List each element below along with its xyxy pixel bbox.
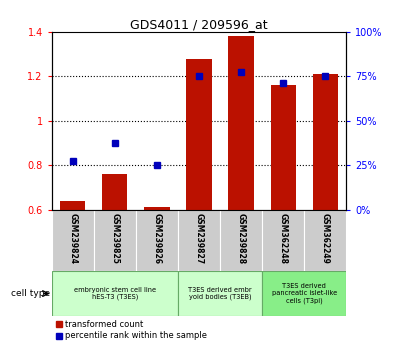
Bar <box>262 271 346 316</box>
Text: GSM239826: GSM239826 <box>152 213 162 264</box>
Text: GSM239825: GSM239825 <box>110 213 119 264</box>
Text: T3ES derived
pancreatic islet-like
cells (T3pi): T3ES derived pancreatic islet-like cells… <box>271 283 337 304</box>
Legend: transformed count, percentile rank within the sample: transformed count, percentile rank withi… <box>56 319 208 341</box>
Bar <box>271 85 296 210</box>
Bar <box>262 210 304 271</box>
Bar <box>60 201 86 210</box>
Text: GSM362248: GSM362248 <box>279 213 288 264</box>
Bar <box>228 36 254 210</box>
Text: GSM239824: GSM239824 <box>68 213 77 264</box>
Text: GSM362249: GSM362249 <box>321 213 330 264</box>
Text: GSM239827: GSM239827 <box>195 213 203 264</box>
Bar <box>94 210 136 271</box>
Bar <box>220 210 262 271</box>
Bar <box>136 210 178 271</box>
Bar <box>178 210 220 271</box>
Text: GSM239828: GSM239828 <box>236 213 246 264</box>
Title: GDS4011 / 209596_at: GDS4011 / 209596_at <box>130 18 268 31</box>
Bar <box>102 174 127 210</box>
Text: T3ES derived embr
yoid bodies (T3EB): T3ES derived embr yoid bodies (T3EB) <box>188 287 252 300</box>
Bar <box>144 207 170 210</box>
Text: embryonic stem cell line
hES-T3 (T3ES): embryonic stem cell line hES-T3 (T3ES) <box>74 287 156 300</box>
Bar <box>312 74 338 210</box>
Bar <box>178 271 262 316</box>
Bar <box>186 58 212 210</box>
Bar <box>52 210 94 271</box>
Bar <box>304 210 346 271</box>
Text: cell type: cell type <box>10 289 50 298</box>
Bar <box>52 271 178 316</box>
